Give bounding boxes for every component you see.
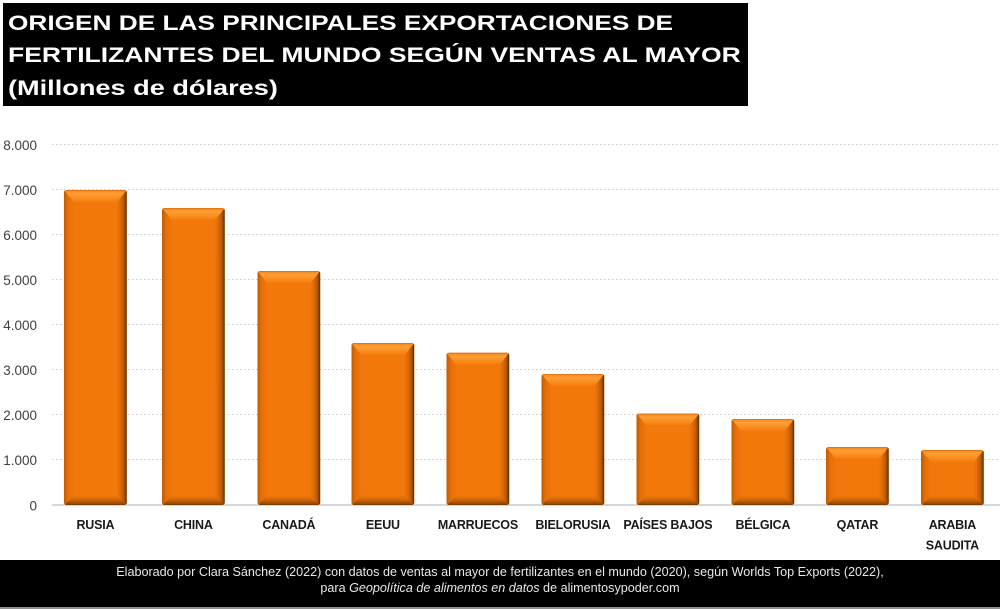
svg-text:RUSIA: RUSIA bbox=[76, 518, 114, 532]
svg-text:8.000: 8.000 bbox=[3, 138, 37, 153]
svg-text:EEUU: EEUU bbox=[366, 518, 400, 532]
svg-text:BÉLGICA: BÉLGICA bbox=[735, 517, 790, 532]
svg-text:BIELORUSIA: BIELORUSIA bbox=[535, 518, 610, 532]
svg-text:0: 0 bbox=[29, 498, 37, 513]
svg-text:SAUDITA: SAUDITA bbox=[926, 539, 979, 553]
svg-text:7.000: 7.000 bbox=[3, 183, 37, 198]
svg-text:QATAR: QATAR bbox=[837, 518, 879, 532]
svg-text:ARABIA: ARABIA bbox=[929, 518, 977, 532]
svg-text:MARRUECOS: MARRUECOS bbox=[438, 518, 518, 532]
svg-text:1.000: 1.000 bbox=[3, 453, 37, 468]
svg-text:6.000: 6.000 bbox=[3, 228, 37, 243]
svg-text:5.000: 5.000 bbox=[3, 273, 37, 288]
svg-text:4.000: 4.000 bbox=[3, 318, 37, 333]
svg-text:PAÍSES BAJOS: PAÍSES BAJOS bbox=[623, 517, 712, 532]
svg-text:CANADÁ: CANADÁ bbox=[262, 517, 315, 532]
svg-text:CHINA: CHINA bbox=[174, 518, 213, 532]
svg-text:2.000: 2.000 bbox=[3, 408, 37, 423]
svg-text:3.000: 3.000 bbox=[3, 363, 37, 378]
